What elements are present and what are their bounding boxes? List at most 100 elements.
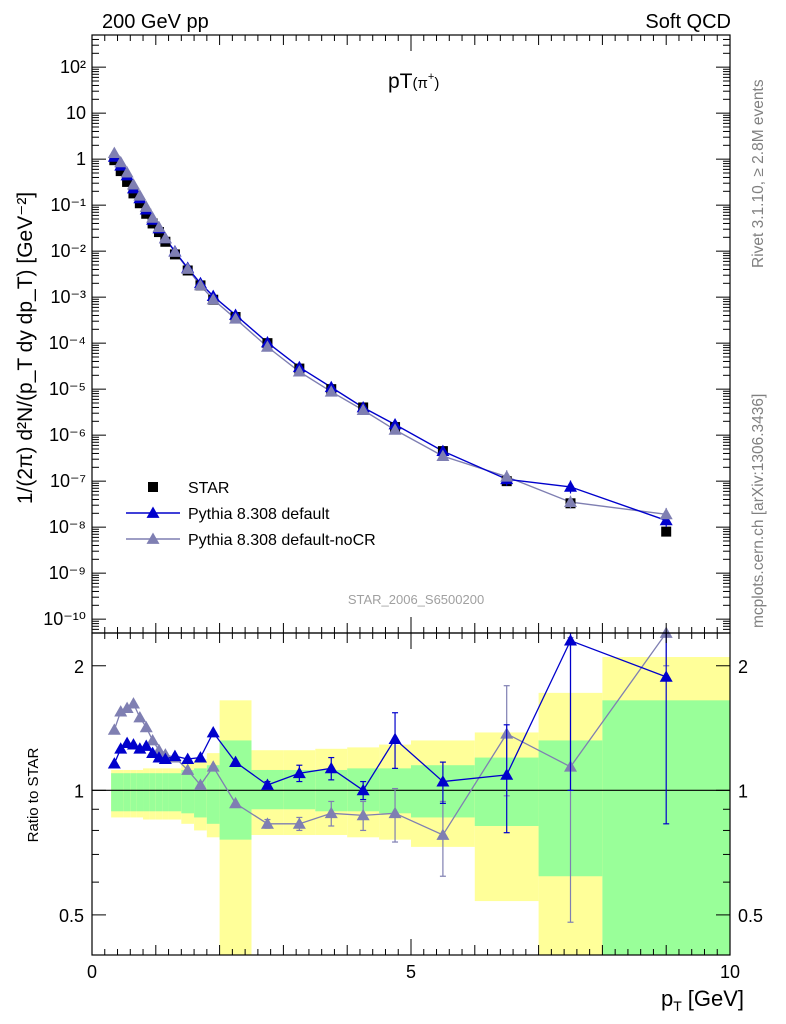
ratio-point [126,738,140,750]
ratio-point [388,806,402,819]
ratio-band-inner [168,773,182,812]
ratio-series [107,626,673,923]
ratio-point [120,701,134,714]
ratio-y-tick-label: 1 [74,781,84,801]
series-point [388,423,402,435]
y-tick-label: 10⁻³ [50,287,86,307]
ratio-point [139,739,153,751]
ratio-y-tick-label: 0.5 [59,906,84,926]
ratio-point [193,778,207,790]
y-tick-label: 10⁻⁸ [49,517,86,537]
series-point [564,495,577,508]
series-point [193,278,207,291]
series-point [659,513,673,526]
y-tick-label: 10 [66,103,86,123]
ratio-y-tick-label-right: 2 [738,657,748,677]
ratio-band-inner [162,773,169,812]
mcplots-label: mcplots.cern.ch [arXiv:1306.3436] [750,394,767,628]
ratio-y-axis-label: Ratio to STAR [25,747,42,842]
ratio-point [292,766,306,779]
ratio-band-inner [111,773,118,812]
header-right: Soft QCD [645,11,731,33]
ratio-band-inner [123,773,131,812]
ratio-band-inner [117,773,124,812]
series-point [114,155,128,168]
ratio-point [181,763,195,775]
series-point [500,470,514,482]
ratio-y-tick-label-right: 0.5 [738,906,763,926]
series-point [436,449,450,462]
series-point [564,480,577,492]
series-point [152,220,166,233]
star-data-point [122,176,133,187]
y-tick-label: 10⁻² [50,241,86,261]
ratio-point [260,778,274,790]
ratio-point [324,761,338,774]
ratio-point [158,752,172,764]
y-tick-label: 10⁻⁶ [49,425,86,445]
star-data-point [128,188,139,199]
ratio-axis-ticks: 2 2 1 1 0.5 0.5 0 5 10 [59,633,763,982]
series-point [139,200,153,212]
y-tick-label: 10⁻¹ [50,195,86,215]
legend-label: Pythia 8.308 default [188,506,330,523]
ratio-point [107,757,121,769]
ratio-point [181,752,195,764]
ratio-point [206,725,220,738]
y-tick-label: 10⁻¹⁰ [43,609,86,629]
x-tick-label: 5 [406,962,416,982]
ratio-point [168,749,182,761]
series-point [356,403,370,416]
ratio-point [114,705,128,717]
ratio-point [206,760,220,772]
ratio-point [107,723,121,735]
analysis-id-label: STAR_2006_S6500200 [348,592,484,607]
y-tick-label: 10² [60,57,86,77]
ratio-point [436,828,450,840]
series-point [133,189,147,201]
ratio-point [500,768,514,780]
ratio-point [146,733,160,746]
ratio-point [260,817,274,829]
rivet-version-label: Rivet 3.1.10, ≥ 2.8M events [750,79,767,268]
series-point [158,231,172,244]
series-point [126,178,140,190]
ratio-point [388,732,402,744]
ratio-band-inner [194,768,207,818]
legend-label: Pythia 8.308 default-noCR [188,532,376,549]
ratio-point [659,670,673,682]
ratio-band-inner [136,773,144,812]
main-axis-ticks: 10² 10 1 10⁻¹ 10⁻² 10⁻³ 10⁻⁴ 10⁻⁵ 10⁻⁶ 10⁻⁷ 10⁻⁸ 10… [43,34,731,633]
legend: STAR Pythia 8.308 default Pythia 8.308 def… [126,480,376,549]
series-point [229,312,243,324]
main-series [107,146,673,537]
y-tick-label: 10⁻⁷ [50,471,86,491]
ratio-point [139,720,153,733]
y-tick-label: 10⁻⁴ [49,333,86,353]
series-point [206,292,220,305]
ratio-point [146,746,160,759]
ratio-band-inner [149,773,156,812]
ratio-point [292,817,306,829]
ratio-band-inner [143,773,150,812]
y-axis-label: 1/(2π) d²N/(p_T dy dp_T) [GeV⁻²] [14,192,37,504]
ratio-point [356,783,370,796]
legend-label: STAR [188,480,229,497]
y-tick-label: 10⁻⁵ [49,379,86,399]
star-data-point [661,526,672,537]
series-point [292,365,306,377]
ratio-band-inner [181,769,195,814]
ratio-point [229,796,243,809]
series-point [107,146,121,159]
ratio-point [564,634,577,646]
series-point [260,340,274,352]
plot-title: pT(π+) [388,70,439,93]
header-left: 200 GeV pp [102,11,209,33]
ratio-point [193,751,207,763]
series-point [120,166,134,178]
series-point [168,245,182,257]
ratio-y-tick-label-right: 1 [738,781,748,801]
series-point [324,385,338,397]
legend-marker [146,506,160,518]
